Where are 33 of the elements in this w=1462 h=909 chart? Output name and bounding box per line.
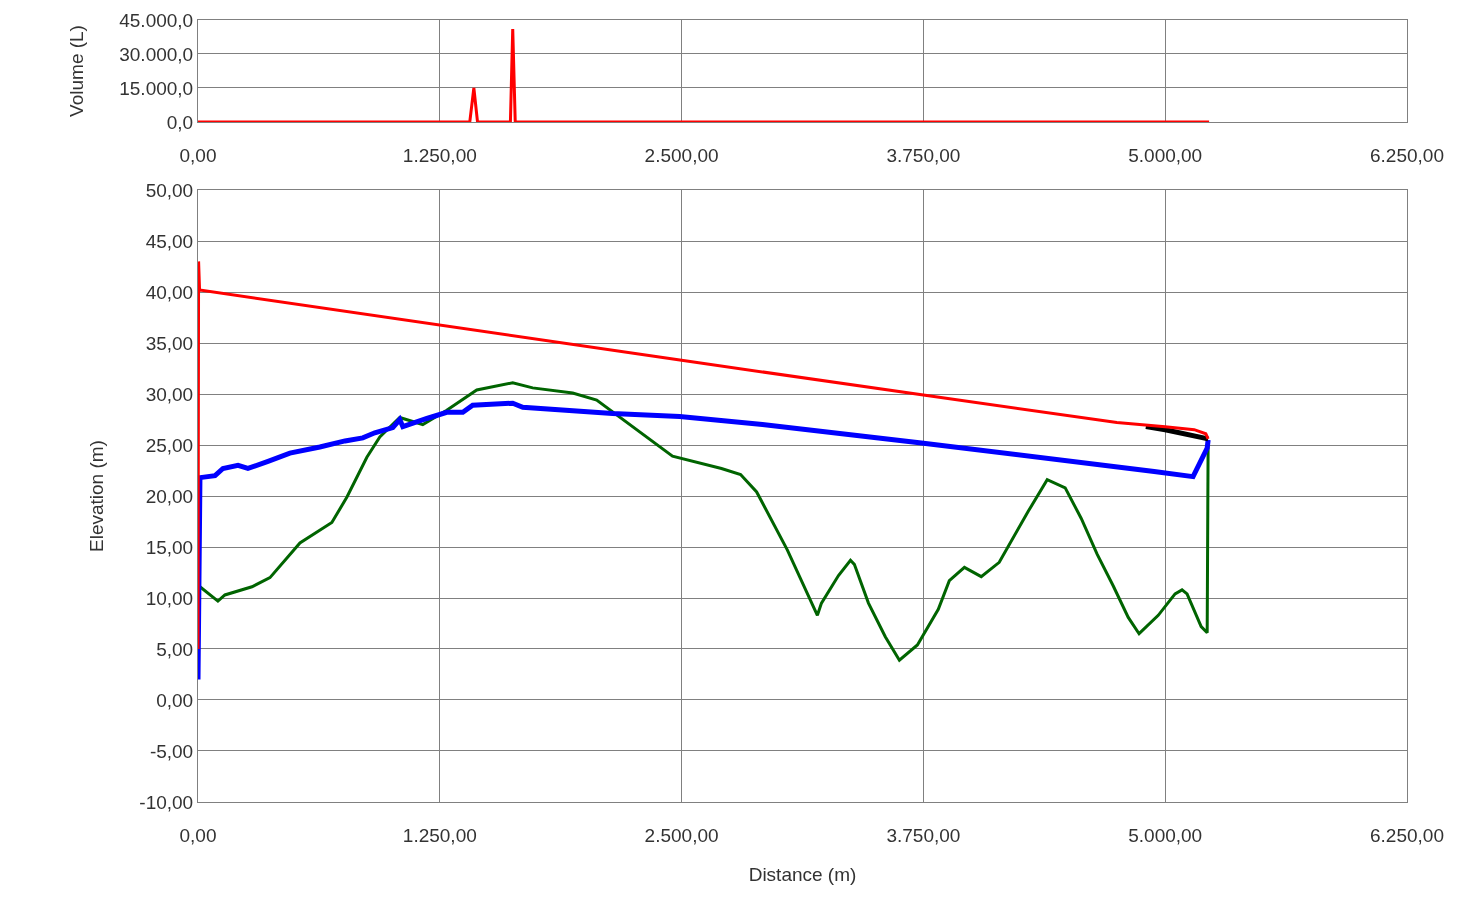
y-tick-label: 30,00 xyxy=(145,383,194,405)
x-tick-label: 3.750,00 xyxy=(886,824,961,846)
y-tick-label: 0,00 xyxy=(156,689,194,711)
x-tick-label: 1.250,00 xyxy=(402,144,477,166)
y-tick-label: 0,0 xyxy=(166,111,194,133)
line-series xyxy=(198,259,1210,651)
x-tick-label: 5.000,00 xyxy=(1128,824,1203,846)
y-axis-title: Volume (L) xyxy=(66,25,88,117)
y-tick-label: 10,00 xyxy=(145,587,194,609)
x-tick-label: 2.500,00 xyxy=(644,144,719,166)
y-tick-label: 45.000,0 xyxy=(119,9,194,31)
y-tick-label: 5,00 xyxy=(156,638,194,660)
y-axis-title: Elevation (m) xyxy=(86,440,108,552)
y-tick-label: 20,00 xyxy=(145,485,194,507)
y-tick-label: 30.000,0 xyxy=(119,43,194,65)
y-tick-label: 45,00 xyxy=(145,230,194,252)
y-tick-label: 35,00 xyxy=(145,332,194,354)
x-tick-label: 3.750,00 xyxy=(886,144,961,166)
x-tick-label: 2.500,00 xyxy=(644,824,719,846)
y-tick-label: 15,00 xyxy=(145,536,194,558)
x-tick-label: 5.000,00 xyxy=(1128,144,1203,166)
y-tick-label: 15.000,0 xyxy=(119,77,194,99)
x-tick-label: 6.250,00 xyxy=(1370,824,1444,846)
x-tick-label: 0,00 xyxy=(179,824,217,846)
y-tick-label: 40,00 xyxy=(145,281,194,303)
x-tick-label: 6.250,00 xyxy=(1370,144,1444,166)
x-tick-label: 1.250,00 xyxy=(402,824,477,846)
y-tick-label: -5,00 xyxy=(149,740,194,762)
y-tick-label: 50,00 xyxy=(145,179,194,201)
x-axis-title: Distance (m) xyxy=(748,863,857,885)
x-tick-label: 0,00 xyxy=(179,144,217,166)
y-tick-label: -10,00 xyxy=(139,791,194,813)
y-tick-label: 25,00 xyxy=(145,434,194,456)
